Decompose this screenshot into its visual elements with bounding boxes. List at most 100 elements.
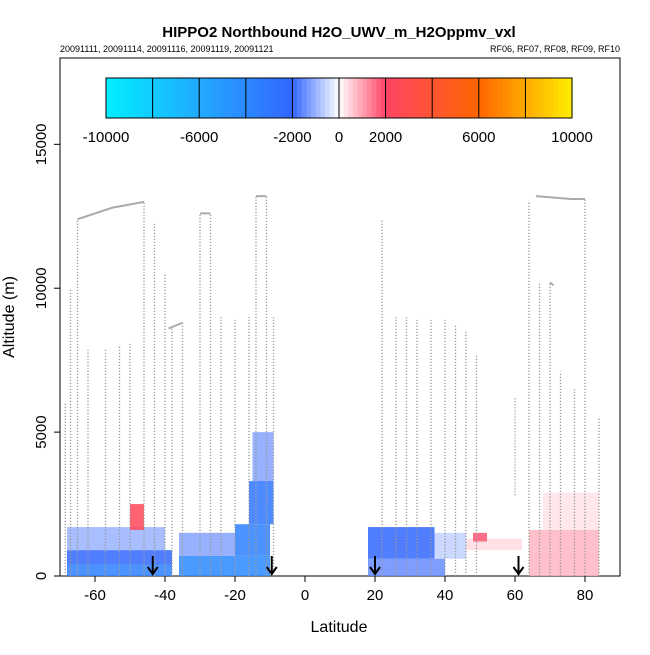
plot-frame — [59, 57, 621, 577]
colorbar-swatch — [413, 78, 419, 118]
colorbar-swatch — [115, 78, 121, 118]
colorbar-swatch — [567, 78, 573, 118]
colorbar-swatch — [297, 78, 303, 118]
track-segment — [77, 200, 145, 221]
colorbar-swatch — [474, 78, 480, 118]
colorbar-swatch — [138, 78, 144, 118]
colorbar-swatch — [502, 78, 508, 118]
anomaly-cell — [235, 524, 270, 556]
colorbar-swatch — [497, 78, 503, 118]
anomaly-cell — [130, 504, 144, 530]
colorbar-swatch — [399, 78, 405, 118]
colorbar-swatch — [311, 78, 317, 118]
x-tick-label: 0 — [301, 587, 309, 604]
colorbar-swatch — [273, 78, 280, 118]
colorbar-swatch — [106, 78, 112, 118]
colorbar-swatch — [259, 78, 266, 118]
arrow-head — [512, 566, 525, 576]
anomaly-cell — [252, 432, 274, 482]
x-axis: -60 -40 -20 0 20 40 60 80 — [84, 576, 593, 604]
colorbar-swatch — [339, 78, 345, 118]
y-tick-label: 5000 — [33, 415, 50, 448]
x-tick-label: -40 — [154, 587, 176, 604]
colorbar-swatch — [455, 78, 461, 118]
colorbar-swatch — [227, 78, 233, 118]
colorbar-swatch — [548, 78, 554, 118]
track-segment — [535, 195, 585, 201]
anomaly-cell — [368, 527, 435, 559]
flight-tracks — [77, 195, 585, 330]
track-segment — [168, 321, 183, 330]
colorbar-swatch — [366, 78, 373, 118]
colorbar-tick-label: -10000 — [83, 129, 130, 146]
colorbar-swatch — [124, 78, 130, 118]
colorbar-swatch — [278, 78, 284, 118]
colorbar-swatch — [460, 78, 466, 118]
colorbar-swatch — [245, 78, 252, 118]
colorbar-swatch — [492, 78, 499, 118]
y-tick-label: 0 — [33, 572, 50, 580]
anomaly-cell — [67, 527, 165, 551]
colorbar-swatch — [320, 78, 326, 118]
colorbar-swatch — [534, 78, 540, 118]
colorbar-swatch — [213, 78, 219, 118]
colorbar-swatch — [352, 78, 359, 118]
track-segment — [549, 281, 555, 287]
colorbar-swatch — [488, 78, 494, 118]
colorbar-swatch — [166, 78, 172, 118]
y-tick-label: 15000 — [33, 123, 50, 165]
colorbar-swatch — [250, 78, 256, 118]
profile-legs — [64, 196, 600, 576]
anomaly-cell — [473, 532, 487, 542]
colorbar-swatch — [231, 78, 238, 118]
colorbar-swatch — [343, 78, 349, 118]
arrow-head — [265, 566, 278, 576]
anomaly-heatmap — [67, 432, 599, 576]
colorbar-swatch — [469, 78, 475, 118]
y-axis: 0 5000 10000 15000 — [33, 123, 60, 580]
colorbar-swatch — [390, 78, 396, 118]
colorbar-swatch — [441, 78, 447, 118]
colorbar-swatch — [511, 78, 517, 118]
colorbar-swatch — [157, 78, 163, 118]
colorbar-swatch — [539, 78, 545, 118]
x-tick-label: 40 — [437, 587, 454, 604]
colorbar-swatch — [241, 78, 247, 118]
colorbar-swatch — [530, 78, 536, 118]
colorbar-swatch — [427, 78, 433, 118]
colorbar-swatch — [175, 78, 182, 118]
colorbar-swatch — [180, 78, 186, 118]
anomaly-cell — [179, 532, 235, 556]
colorbar-swatch — [348, 78, 354, 118]
colorbar-swatch — [185, 78, 191, 118]
colorbar-swatch — [287, 78, 293, 118]
colorbar-swatch — [203, 78, 210, 118]
colorbar-swatch — [506, 78, 513, 118]
x-tick-label: 80 — [577, 587, 594, 604]
colorbar-swatch — [255, 78, 261, 118]
flight-dates-subtitle: 20091111, 20091114, 20091116, 20091119, … — [60, 44, 274, 54]
colorbar-swatch — [464, 78, 471, 118]
colorbar-swatch — [329, 78, 335, 118]
colorbar-swatch — [147, 78, 154, 118]
flight-ids-subtitle: RF06, RF07, RF08, RF09, RF10 — [490, 44, 620, 54]
colorbar-swatch — [380, 78, 387, 118]
boundary-arrow — [265, 556, 278, 576]
colorbar-swatch — [208, 78, 214, 118]
arrow-head — [146, 566, 159, 576]
colorbar-swatch — [520, 78, 526, 118]
colorbar-swatch — [376, 78, 382, 118]
x-tick-label: 60 — [507, 587, 524, 604]
colorbar-swatch — [199, 78, 205, 118]
colorbar-swatch — [133, 78, 140, 118]
x-tick-label: 20 — [367, 587, 384, 604]
colorbar-swatch — [325, 78, 331, 118]
colorbar-swatch — [301, 78, 307, 118]
colorbar — [105, 77, 573, 119]
colorbar-swatch — [292, 78, 298, 118]
colorbar-swatch — [385, 78, 391, 118]
colorbar-tick-label: -2000 — [273, 129, 311, 146]
colorbar-swatch — [418, 78, 424, 118]
anomaly-cell — [67, 564, 172, 576]
